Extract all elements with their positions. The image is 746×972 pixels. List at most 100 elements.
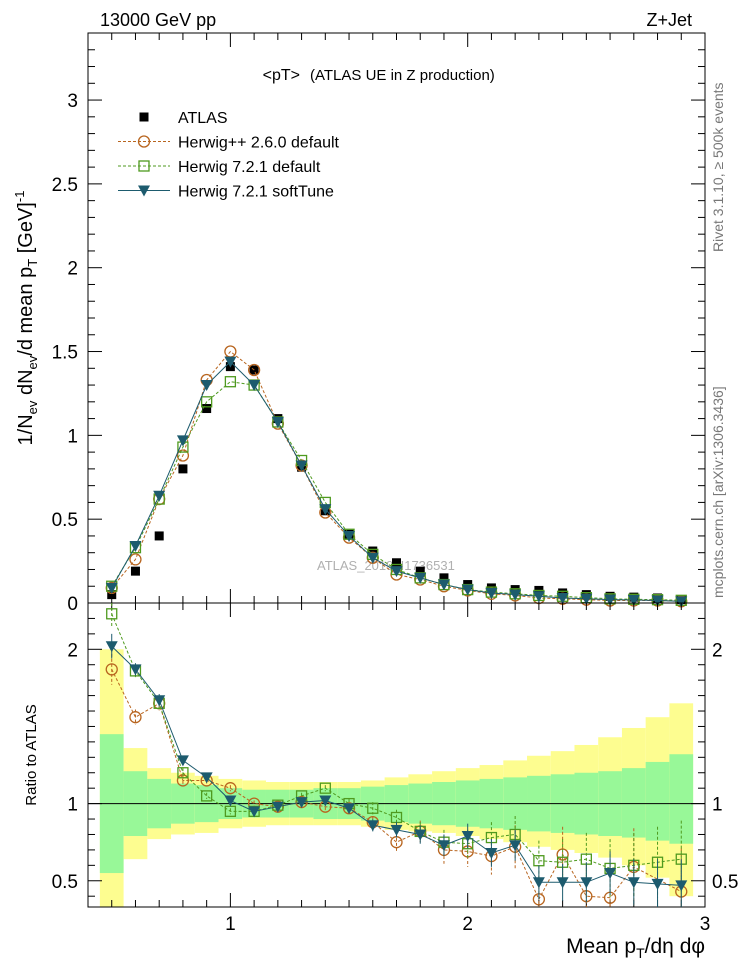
- ratio-data-point: [604, 868, 617, 880]
- ratio-data-point: [461, 831, 474, 843]
- legend: ATLAS Herwig++ 2.6.0 default Herwig 7.2.1 …: [118, 110, 340, 201]
- ratio-data-point: [153, 695, 166, 707]
- ratio-data-point: [105, 663, 118, 676]
- ratio-data-point: [366, 820, 379, 832]
- main-data-point: [224, 376, 237, 388]
- legend-entry: ATLAS: [139, 110, 228, 127]
- main-data-point: [105, 582, 118, 594]
- main-y-tick-label: 1.5: [52, 343, 78, 364]
- main-data-point: [343, 530, 356, 542]
- main-data-point: [461, 584, 474, 596]
- ratio-data-point: [675, 880, 688, 892]
- main-data-point: [176, 435, 189, 447]
- main-data-point: [651, 595, 664, 607]
- ratio-data-point: [343, 803, 356, 815]
- legend-entry: Herwig 7.2.1 softTune: [118, 184, 334, 201]
- main-data-point: [247, 363, 261, 377]
- main-y-tick-label: 0: [67, 594, 78, 615]
- main-data-point: [390, 566, 403, 578]
- ratio-data-point: [651, 878, 664, 890]
- ratio-data-point: [224, 795, 237, 807]
- x-axis-label: Mean pT/dη dφ: [566, 935, 705, 961]
- legend-label: Herwig++ 2.6.0 default: [178, 135, 340, 152]
- ratio-data-point: [319, 782, 331, 794]
- ratio-y-tick-label: 0.5: [52, 872, 78, 893]
- main-y-tick-label: 2: [67, 259, 78, 280]
- main-data-point: [129, 553, 142, 566]
- x-tick-label: 2: [462, 914, 473, 935]
- main-data-point: [415, 566, 425, 576]
- main-y-tick-label: 2.5: [52, 175, 78, 196]
- main-data-point: [176, 449, 190, 462]
- legend-marker: [138, 160, 150, 172]
- main-data-point: [154, 531, 164, 541]
- ratio-y-tick-label: 1: [67, 795, 78, 816]
- main-y-axis-label: 1/Nev dNev/d mean pT [GeV]-1: [12, 191, 40, 446]
- main-y-tick-label: 0.5: [52, 510, 78, 531]
- ratio-data-point: [390, 824, 403, 836]
- ratio-data-point: [414, 829, 427, 841]
- main-data-point: [675, 596, 688, 608]
- ratio-data-point: [129, 664, 142, 676]
- main-data-point: [532, 591, 545, 603]
- main-data-point: [604, 594, 617, 606]
- ratio-data-point: [106, 608, 118, 620]
- legend-label: ATLAS: [178, 110, 228, 127]
- main-data-point: [178, 464, 188, 474]
- ratio-inner-band: [669, 754, 694, 844]
- main-data-point: [202, 404, 212, 414]
- main-data-point: [295, 460, 308, 472]
- ratio-y-tick-label: 2: [67, 640, 78, 661]
- ratio-data-point: [437, 840, 450, 852]
- main-data-point: [485, 587, 498, 599]
- ratio-data-point: [224, 782, 237, 795]
- ratio-data-point: [319, 795, 332, 807]
- main-plot-panel: <pT> (ATLAS UE in Z production) ATLAS_20…: [12, 32, 706, 615]
- main-data-point: [437, 579, 450, 591]
- main-data-point: [580, 593, 593, 605]
- x-tick-label: 3: [700, 914, 711, 935]
- ratio-data-point: [271, 801, 284, 813]
- main-data-point: [130, 566, 140, 576]
- ratio-data-point: [201, 790, 213, 802]
- main-data-point: [556, 592, 569, 604]
- ratio-y-tick-label-right: 0.5: [712, 872, 738, 893]
- ratio-y-axis-label: Ratio to ATLAS: [23, 704, 40, 805]
- ratio-data-point: [627, 877, 640, 889]
- main-data-point: [509, 589, 522, 601]
- ratio-series-line: [111, 669, 682, 901]
- main-y-tick-label: 3: [67, 91, 78, 112]
- legend-entry: Herwig++ 2.6.0 default: [118, 135, 340, 152]
- legend-label: Herwig 7.2.1 default: [178, 159, 321, 176]
- main-series-3: [105, 356, 688, 608]
- main-data-point: [129, 541, 142, 552]
- legend-label: Herwig 7.2.1 softTune: [178, 184, 334, 201]
- main-data-point: [627, 594, 640, 606]
- main-y-tick-label: 1: [67, 426, 78, 447]
- main-data-point: [414, 572, 427, 584]
- main-data-point: [368, 546, 378, 556]
- ratio-data-point: [556, 877, 569, 889]
- ratio-inner-band: [621, 768, 646, 838]
- legend-marker: [138, 185, 150, 197]
- main-data-point: [439, 573, 449, 583]
- main-data-point: [200, 380, 213, 392]
- main-plot-subtitle: (ATLAS UE in Z production): [310, 67, 495, 84]
- ratio-data-point: [532, 877, 545, 889]
- legend-marker: [137, 135, 151, 148]
- ratio-data-point: [129, 711, 142, 724]
- main-data-point: [319, 504, 332, 516]
- main-data-point: [201, 396, 213, 408]
- ratio-y-tick-label-right: 2: [712, 640, 723, 661]
- x-tick-label: 1: [225, 914, 236, 935]
- ratio-data-point: [176, 755, 189, 767]
- ratio-inner-band: [645, 761, 670, 841]
- ratio-series-2: [105, 633, 688, 907]
- ratio-data-point: [485, 847, 498, 859]
- main-data-point: [271, 416, 284, 428]
- ratio-data-point: [509, 840, 522, 852]
- main-data-point: [224, 356, 237, 368]
- ratio-data-point: [295, 797, 308, 809]
- rivet-label: Rivet 3.1.10, ≥ 500k events: [710, 82, 726, 252]
